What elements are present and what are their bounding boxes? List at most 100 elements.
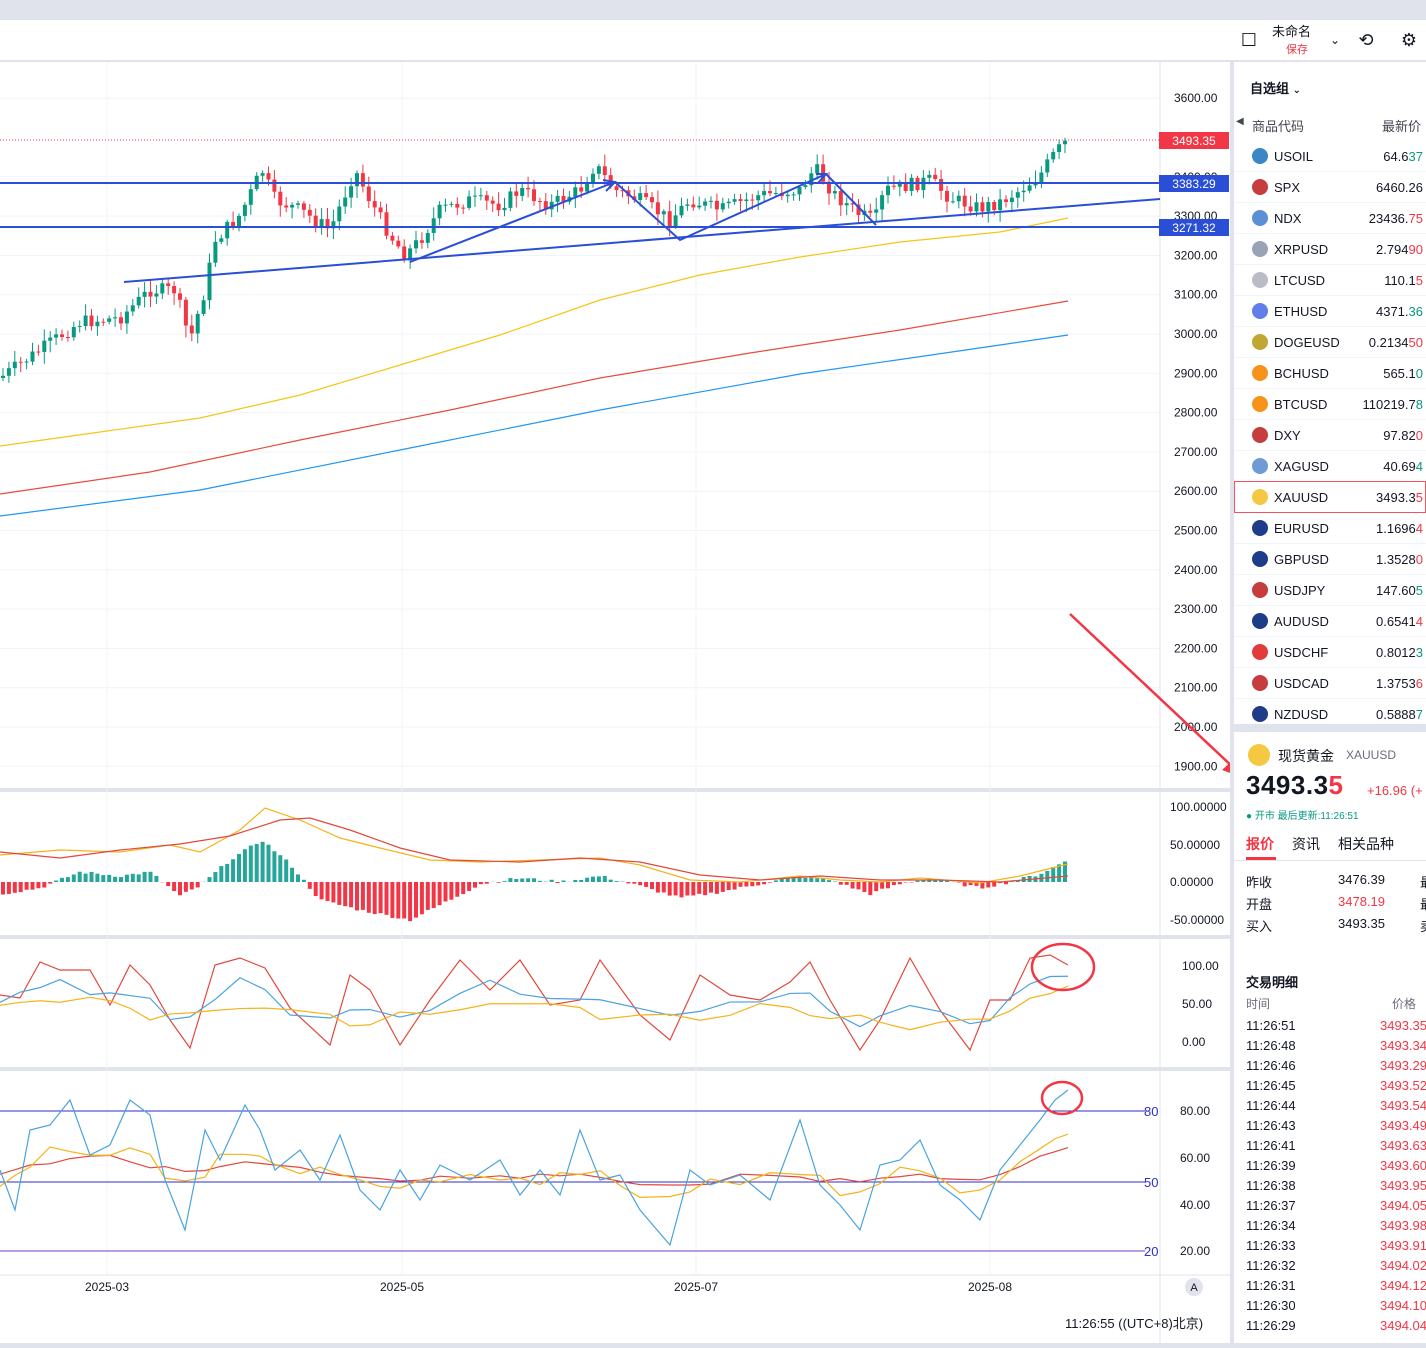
watchlist-title[interactable]: 自选组 ⌄ bbox=[1250, 78, 1301, 97]
trade-price: 3493.54 bbox=[1380, 1098, 1426, 1113]
price-main: 147.60 bbox=[1376, 583, 1416, 598]
macd-bar bbox=[857, 882, 861, 889]
rsi-level-label: 50 bbox=[1144, 1175, 1158, 1190]
price-tail: 5 bbox=[1416, 583, 1423, 598]
detail-symbol: XAUUSD bbox=[1346, 748, 1396, 762]
trade-price: 3493.63 bbox=[1380, 1138, 1426, 1153]
trade-price: 3493.60 bbox=[1380, 1158, 1426, 1173]
chart-area[interactable]: 3600.003400.003300.003200.003100.003000.… bbox=[0, 62, 1230, 1343]
watchlist-price: 110.15 bbox=[1384, 273, 1423, 288]
candle-body bbox=[284, 205, 288, 207]
stoch-tick: 100.00 bbox=[1182, 959, 1219, 973]
tab-related[interactable]: 相关品种 bbox=[1338, 834, 1394, 854]
candle-body bbox=[420, 240, 424, 243]
gear-icon[interactable]: ⚙ bbox=[1398, 29, 1420, 51]
tab-news[interactable]: 资讯 bbox=[1292, 834, 1320, 854]
macd-bar bbox=[379, 882, 383, 913]
trade-time: 11:26:34 bbox=[1246, 1218, 1296, 1233]
symbol-icon bbox=[1252, 396, 1268, 412]
macd-bar bbox=[485, 882, 489, 884]
candle-body bbox=[1045, 159, 1049, 172]
watchlist-symbol: USOIL bbox=[1274, 149, 1313, 164]
candle-body bbox=[963, 196, 967, 207]
tab-quote[interactable]: 报价 bbox=[1246, 834, 1274, 854]
alert-clock-icon[interactable]: ⟲ bbox=[1355, 29, 1377, 51]
watchlist-symbol: NDX bbox=[1274, 211, 1301, 226]
price-axis[interactable]: 3600.003400.003300.003200.003100.003000.… bbox=[1174, 91, 1218, 773]
checkbox-icon[interactable]: ☐ bbox=[1238, 29, 1260, 51]
candle-body bbox=[650, 197, 654, 202]
macd-bar bbox=[1051, 867, 1055, 882]
price-tail: 0 bbox=[1416, 428, 1423, 443]
watchlist-price: 1.35280 bbox=[1376, 552, 1423, 567]
candle-body bbox=[290, 205, 294, 208]
watchlist-price: 0.80123 bbox=[1376, 645, 1423, 660]
candle-body bbox=[308, 210, 312, 216]
col-price[interactable]: 最新价 bbox=[1382, 116, 1421, 135]
save-button[interactable]: 保存 bbox=[1286, 41, 1308, 57]
macd-bar bbox=[420, 882, 424, 914]
col-symbol[interactable]: 商品代码 bbox=[1252, 116, 1304, 135]
stoch-k-line bbox=[0, 976, 1068, 1026]
macd-bar bbox=[367, 882, 371, 913]
main-pane[interactable] bbox=[0, 62, 1160, 788]
trade-price: 3493.52 bbox=[1380, 1078, 1426, 1093]
candle-body bbox=[1004, 199, 1008, 202]
candle-body bbox=[249, 189, 253, 205]
candle-body bbox=[1057, 144, 1061, 152]
collapse-icon[interactable]: ◀ bbox=[1236, 116, 1244, 127]
macd-bar bbox=[774, 880, 778, 882]
clock-timezone[interactable]: 11:26:55 ((UTC+8)北京) bbox=[1065, 1313, 1203, 1332]
macd-bar bbox=[880, 882, 884, 889]
price-change: +16.96 (+ bbox=[1367, 783, 1423, 798]
chevron-down-icon[interactable]: ⌄ bbox=[1293, 85, 1301, 96]
candle-body bbox=[721, 203, 725, 209]
watchlist-symbol: DOGEUSD bbox=[1274, 335, 1340, 350]
macd-bar bbox=[721, 882, 725, 892]
price-main: 1.1696 bbox=[1376, 521, 1416, 536]
candle-body bbox=[697, 206, 701, 208]
price-tick: 3100.00 bbox=[1174, 288, 1218, 302]
candle-body bbox=[243, 205, 247, 216]
candle-body bbox=[278, 192, 282, 206]
candle-body bbox=[520, 188, 524, 196]
macd-bar bbox=[414, 882, 418, 918]
symbol-icon bbox=[1252, 551, 1268, 567]
symbol-icon bbox=[1252, 427, 1268, 443]
candle-body bbox=[438, 205, 442, 218]
auto-scale-label[interactable]: A bbox=[1190, 1282, 1198, 1294]
price-chart[interactable]: 3600.003400.003300.003200.003100.003000.… bbox=[0, 62, 1230, 1343]
symbol-icon bbox=[1252, 334, 1268, 350]
chevron-down-icon[interactable]: ⌄ bbox=[1324, 29, 1346, 51]
stoch-fast-line bbox=[0, 955, 1068, 1050]
active-tab-indicator bbox=[1246, 857, 1276, 860]
macd-bar bbox=[331, 882, 335, 902]
time-tick: 2025-05 bbox=[380, 1280, 424, 1294]
macd-bar bbox=[390, 882, 394, 918]
macd-bar bbox=[715, 882, 719, 894]
price-tail: 5 bbox=[1416, 273, 1423, 288]
trade-time: 11:26:37 bbox=[1246, 1198, 1296, 1213]
macd-bar bbox=[19, 882, 23, 892]
layout-name[interactable]: 未命名 bbox=[1272, 24, 1311, 39]
